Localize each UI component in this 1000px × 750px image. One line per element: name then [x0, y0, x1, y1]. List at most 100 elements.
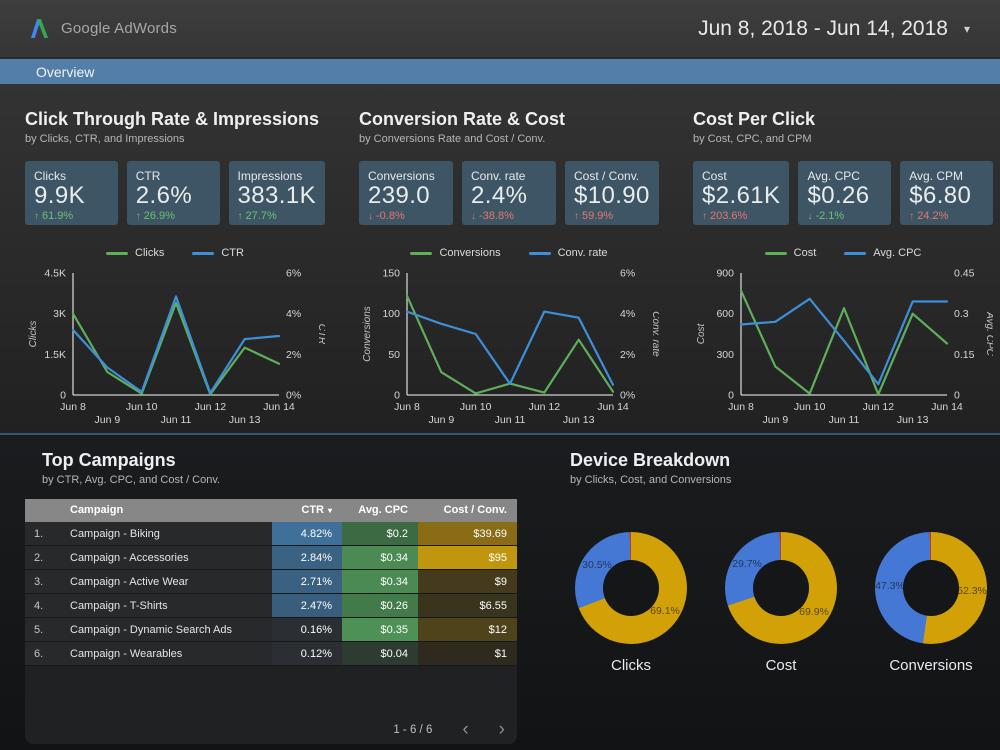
svg-text:Jun 8: Jun 8 [394, 401, 420, 413]
section-title: Device Breakdown [570, 450, 731, 470]
donut-hole [903, 560, 959, 616]
scorecard-delta: ↓ -38.8% [471, 210, 514, 222]
device-breakdown-section: Device Breakdown by Clicks, Cost, and Co… [562, 449, 990, 750]
scorecard-label: Impressions [237, 169, 303, 183]
svg-text:Jun 13: Jun 13 [229, 414, 261, 426]
legend-line-swatch [410, 251, 433, 255]
arrow-up-icon: ↑ [909, 211, 915, 222]
scorecard-value: 383.1K [237, 182, 316, 209]
svg-text:Jun 10: Jun 10 [794, 401, 826, 413]
date-range-label: Jun 8, 2018 - Jun 14, 2018 [698, 16, 948, 40]
scorecard-label: Conv. rate [471, 169, 526, 183]
donut-chart: 69.1% 30.5% [575, 532, 687, 644]
donut-slice-label: 52.3% [957, 585, 987, 597]
donut-chart: 69.9% 29.7% [725, 532, 837, 644]
svg-text:4.5K: 4.5K [44, 268, 66, 280]
svg-text:Clicks: Clicks [28, 321, 39, 348]
svg-text:0: 0 [394, 390, 400, 402]
svg-text:Jun 12: Jun 12 [529, 401, 561, 413]
table-row: 4. Campaign - T-Shirts 2.47% $0.26 $6.55 [25, 594, 517, 618]
legend-item: Cost [764, 247, 817, 259]
svg-text:0.15: 0.15 [954, 349, 975, 361]
legend-label: Cost [793, 247, 817, 259]
table-header-row: Campaign CTR ▾ Avg. CPC Cost / Conv. [25, 499, 517, 522]
table-row: 6. Campaign - Wearables 0.12% $0.04 $1 [25, 642, 517, 666]
device-donut-cost: 69.9% 29.7% Cost [722, 532, 840, 674]
row-cost-conv: $6.55 [418, 594, 517, 617]
section-subtitle: by Cost, CPC, and CPM [693, 133, 812, 145]
legend-item: Avg. CPC [844, 247, 921, 259]
scorecard-delta: ↓ -2.1% [807, 210, 845, 222]
row-campaign: Campaign - T-Shirts [70, 600, 168, 612]
row-rank: 1. [34, 528, 44, 540]
arrow-up-icon: ↑ [237, 211, 243, 222]
donut-hole [753, 560, 809, 616]
svg-text:Conversions: Conversions [362, 306, 373, 362]
date-range-selector[interactable]: Jun 8, 2018 - Jun 14, 2018 ▾ [698, 17, 970, 41]
svg-text:Jun 12: Jun 12 [195, 401, 227, 413]
row-rank: 5. [34, 624, 44, 636]
table-row: 3. Campaign - Active Wear 2.71% $0.34 $9 [25, 570, 517, 594]
table-header-avg-cpc[interactable]: Avg. CPC [358, 504, 408, 516]
scorecard-row: Conversions 239.0 ↓ -0.8% Conv. rate 2.4% ↓ -38… [359, 161, 659, 225]
svg-text:900: 900 [716, 268, 734, 280]
scorecard-impressions: Impressions 383.1K ↑ 27.7% [228, 161, 325, 225]
row-avg-cpc: $0.34 [342, 546, 418, 569]
row-cost-conv: $12 [418, 618, 517, 641]
scorecard-label: Clicks [34, 169, 66, 183]
arrow-down-icon: ↓ [807, 211, 813, 222]
table-row: 1. Campaign - Biking 4.82% $0.2 $39.69 [25, 522, 517, 546]
svg-text:Jun 10: Jun 10 [126, 401, 158, 413]
svg-text:0: 0 [60, 390, 66, 402]
donut-caption: Cost [765, 657, 797, 674]
row-rank: 3. [34, 576, 44, 588]
svg-text:0.45: 0.45 [954, 268, 975, 280]
svg-text:Jun 13: Jun 13 [897, 414, 929, 426]
scorecard-delta: ↑ 59.9% [574, 210, 614, 222]
legend-line-swatch [764, 251, 787, 255]
chart-legend: Clicks CTR [25, 245, 325, 261]
row-cost-conv: $9 [418, 570, 517, 593]
scorecard-ctr: CTR 2.6% ↑ 26.9% [126, 161, 220, 225]
device-donut-clicks: 69.1% 30.5% Clicks [572, 532, 690, 674]
campaigns-table: Campaign CTR ▾ Avg. CPC Cost / Conv. 1. Ca… [25, 499, 517, 744]
table-pagination: 1 - 6 / 6 ‹ › [393, 719, 505, 740]
app-header: Google AdWords Jun 8, 2018 - Jun 14, 201… [0, 0, 1000, 57]
row-rank: 6. [34, 648, 44, 660]
section-title: Top Campaigns [42, 450, 176, 470]
prev-page-button[interactable]: ‹ [462, 719, 469, 740]
table-body: 1. Campaign - Biking 4.82% $0.2 $39.69 2. Camp… [25, 522, 517, 666]
svg-text:Jun 10: Jun 10 [460, 401, 492, 413]
svg-text:Jun 8: Jun 8 [728, 401, 754, 413]
scorecard-conv-rate: Conv. rate 2.4% ↓ -38.8% [462, 161, 556, 225]
scorecard-label: Conversions [368, 169, 435, 183]
scorecard-label: Cost [702, 169, 727, 183]
legend-item: Conv. rate [528, 247, 608, 259]
arrow-up-icon: ↑ [34, 211, 39, 222]
section-cost-per-click: Cost Per Click by Cost, CPC, and CPM Cos… [693, 108, 995, 438]
pagination-label: 1 - 6 / 6 [393, 724, 433, 736]
svg-text:50: 50 [388, 349, 400, 361]
table-header-cost-conv[interactable]: Cost / Conv. [443, 504, 507, 516]
row-avg-cpc: $0.26 [342, 594, 418, 617]
section-ctr-impressions: Click Through Rate & Impressions by Clic… [25, 108, 327, 438]
row-campaign: Campaign - Biking [70, 528, 160, 540]
next-page-button[interactable]: › [498, 719, 505, 740]
legend-item: CTR [192, 247, 244, 259]
tab-overview[interactable]: Overview [36, 63, 95, 80]
donut-slice-label: 47.3% [875, 580, 905, 592]
svg-text:Jun 14: Jun 14 [931, 401, 963, 413]
line-chart-svg: 0 50 100 150 0% 2% 4% 6% Conversions Conv. rate Ju… [362, 268, 661, 427]
donut-caption: Conversions [889, 657, 973, 674]
row-cost-conv: $95 [418, 546, 517, 569]
svg-text:Jun 11: Jun 11 [829, 414, 860, 426]
donut-hole [603, 560, 659, 616]
table-header-ctr-sort[interactable]: CTR ▾ [301, 504, 332, 516]
scorecard-label: Avg. CPC [807, 169, 860, 183]
section-title: Conversion Rate & Cost [359, 109, 566, 129]
donut-slice-label: 69.9% [799, 606, 829, 618]
section-subtitle: by Clicks, Cost, and Conversions [570, 474, 732, 486]
arrow-up-icon: ↑ [135, 211, 141, 222]
svg-text:Jun 14: Jun 14 [263, 401, 295, 413]
